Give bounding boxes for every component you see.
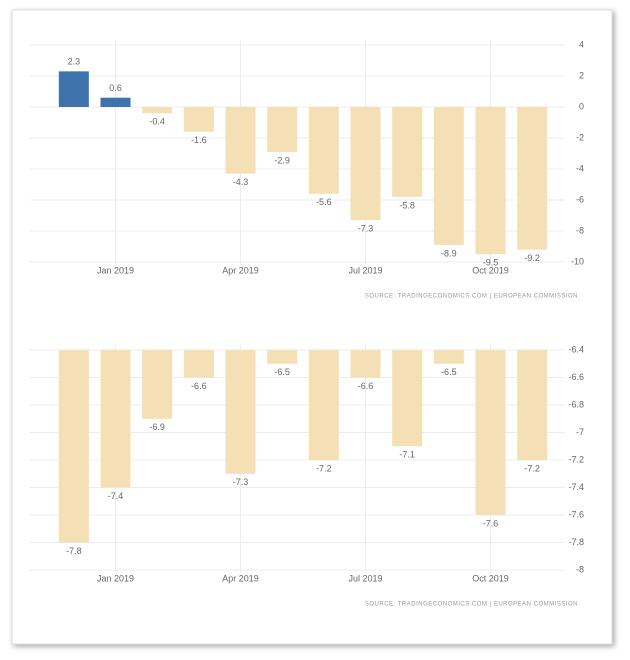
- bar: [517, 350, 548, 460]
- bar: [183, 350, 214, 378]
- bar: [267, 107, 298, 152]
- x-tick-label: Jan 2019: [97, 265, 134, 275]
- source: SOURCE: TRADINGECONOMICS.COM | EUROPEAN …: [365, 294, 578, 300]
- y-tick-label: -4: [576, 163, 584, 173]
- bar: [392, 107, 423, 197]
- y-tick-label: -6.6: [568, 372, 584, 382]
- x-tick-label: Oct 2019: [472, 573, 509, 583]
- bar: [475, 107, 506, 255]
- value-label: 0.6: [109, 83, 122, 93]
- bar: [308, 350, 339, 460]
- value-label: -8.9: [441, 248, 457, 258]
- bar: [267, 350, 298, 364]
- y-tick-label: -6.4: [568, 344, 584, 354]
- value-label: -7.2: [524, 463, 540, 473]
- value-label: -7.2: [316, 463, 332, 473]
- value-label: -7.1: [399, 450, 415, 460]
- bar: [433, 107, 464, 245]
- bar: [142, 350, 173, 419]
- value-label: -7.3: [233, 477, 249, 487]
- bar: [225, 107, 256, 174]
- value-label: -6.9: [149, 422, 165, 432]
- value-label: -9.5: [483, 258, 499, 268]
- bar: [433, 350, 464, 364]
- x-tick-label: Oct 2019: [472, 265, 509, 275]
- bar: [100, 97, 131, 107]
- bar: [183, 107, 214, 132]
- bar: [58, 71, 89, 107]
- value-label: -5.6: [316, 197, 332, 207]
- y-tick-label: -7.2: [568, 454, 584, 464]
- y-tick-label: -7: [576, 427, 584, 437]
- y-tick-label: -8: [576, 225, 584, 235]
- source: SOURCE: TRADINGECONOMICS.COM | EUROPEAN …: [365, 602, 578, 608]
- x-tick-label: Apr 2019: [222, 265, 259, 275]
- bar: [517, 107, 548, 250]
- bar: [58, 350, 89, 543]
- y-tick-label: 4: [579, 39, 584, 49]
- value-label: -4.3: [233, 177, 249, 187]
- x-tick-label: Apr 2019: [222, 573, 259, 583]
- y-tick-label: 2: [579, 70, 584, 80]
- value-label: -6.6: [358, 381, 374, 391]
- y-tick-label: -6: [576, 194, 584, 204]
- value-label: -2.9: [274, 155, 290, 165]
- bar: [392, 350, 423, 447]
- value-label: -7.4: [108, 491, 124, 501]
- value-label: -6.5: [274, 367, 290, 377]
- value-label: 2.3: [68, 57, 81, 67]
- x-tick-label: Jul 2019: [348, 265, 382, 275]
- bar: [225, 350, 256, 474]
- value-label: -7.6: [483, 518, 499, 528]
- bar: [100, 350, 131, 488]
- bar: [350, 107, 381, 221]
- y-tick-label: -8: [576, 564, 584, 574]
- value-label: -9.2: [524, 253, 540, 263]
- y-tick-label: 0: [579, 101, 584, 111]
- y-tick-label: -7.6: [568, 509, 584, 519]
- y-tick-label: -2: [576, 132, 584, 142]
- x-tick-label: Jul 2019: [348, 573, 382, 583]
- bar: [475, 350, 506, 515]
- value-label: -6.6: [191, 381, 207, 391]
- bar: [308, 107, 339, 194]
- y-tick-label: -7.4: [568, 482, 584, 492]
- y-tick-label: -7.8: [568, 537, 584, 547]
- value-label: -1.6: [191, 135, 207, 145]
- value-label: -6.5: [441, 367, 457, 377]
- x-tick-label: Jan 2019: [97, 573, 134, 583]
- value-label: -5.8: [399, 200, 415, 210]
- bar: [142, 107, 173, 114]
- value-label: -7.3: [358, 224, 374, 234]
- value-label: -7.8: [66, 546, 82, 556]
- bar: [350, 350, 381, 378]
- value-label: -0.4: [149, 117, 165, 127]
- y-tick-label: -10: [571, 256, 584, 266]
- y-tick-label: -6.8: [568, 399, 584, 409]
